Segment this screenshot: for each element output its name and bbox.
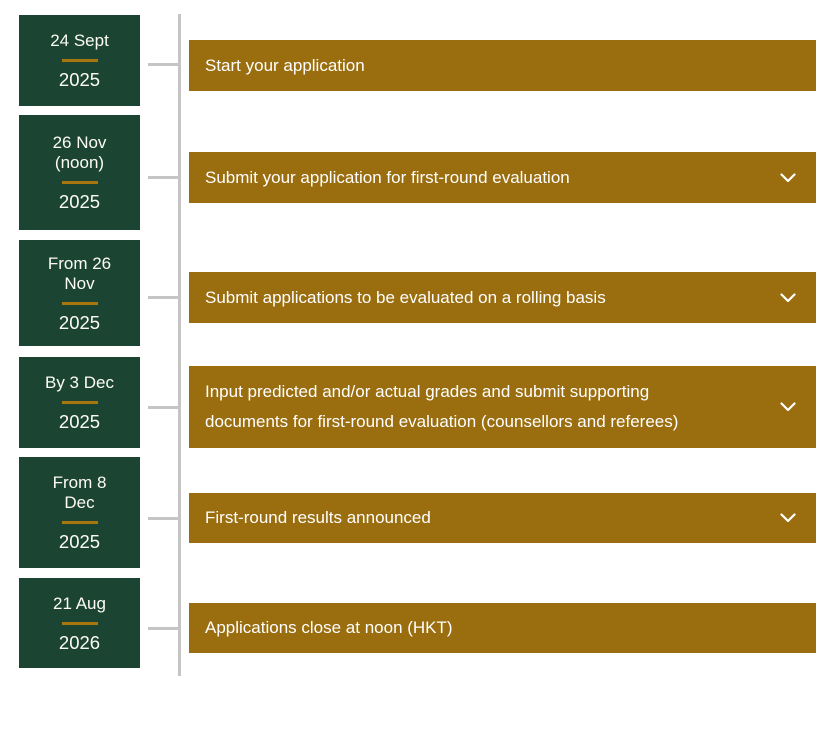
date-label: From 8 Dec: [52, 473, 107, 512]
date-divider: [61, 59, 98, 62]
year-label: 2025: [58, 191, 101, 212]
date-box-1: 24 Sept 2025: [19, 15, 140, 106]
date-divider: [61, 401, 98, 404]
chevron-down-icon[interactable]: [780, 292, 796, 303]
year-label: 2025: [58, 531, 101, 552]
date-label: By 3 Dec: [45, 373, 114, 392]
date-divider: [61, 181, 98, 184]
date-divider: [61, 301, 98, 305]
connector-line: [148, 63, 181, 66]
event-label: Applications close at noon (HKT): [205, 618, 453, 637]
event-bar-submit-first-round[interactable]: Submit your application for first-round …: [189, 152, 816, 203]
date-box-2: 26 Nov (noon) 2025: [19, 115, 140, 230]
date-label: 21 Aug: [53, 593, 106, 613]
event-bar-first-round-results[interactable]: First-round results announced: [189, 493, 816, 543]
chevron-down-icon[interactable]: [780, 172, 796, 183]
chevron-down-icon[interactable]: [780, 513, 796, 523]
event-bar-input-grades[interactable]: Input predicted and/or actual grades and…: [189, 366, 816, 448]
date-divider: [61, 621, 98, 625]
event-bar-rolling-basis[interactable]: Submit applications to be evaluated on a…: [189, 272, 816, 323]
date-box-4: By 3 Dec 2025: [19, 357, 140, 448]
event-bar-applications-close: Applications close at noon (HKT): [189, 603, 816, 653]
year-label: 2025: [58, 69, 101, 90]
date-box-6: 21 Aug 2026: [19, 578, 140, 668]
connector-line: [148, 176, 181, 179]
date-label: 24 Sept: [50, 31, 109, 50]
event-label: Input predicted and/or actual grades and…: [205, 382, 679, 431]
year-label: 2025: [58, 411, 101, 432]
date-label: From 26 Nov: [47, 253, 112, 293]
year-label: 2026: [58, 631, 101, 653]
chevron-down-icon[interactable]: [780, 402, 796, 412]
date-divider: [61, 521, 98, 524]
connector-line: [148, 296, 181, 299]
event-label: Start your application: [205, 55, 365, 75]
timeline-spine: [178, 14, 181, 676]
date-box-3: From 26 Nov 2025: [19, 240, 140, 346]
connector-line: [148, 406, 181, 409]
event-bar-start-application: Start your application: [189, 40, 816, 91]
year-label: 2025: [58, 311, 101, 333]
date-box-5: From 8 Dec 2025: [19, 457, 140, 568]
date-label: 26 Nov (noon): [52, 133, 107, 172]
event-label: Submit your application for first-round …: [205, 167, 570, 187]
connector-line: [148, 517, 181, 520]
connector-line: [148, 627, 181, 630]
event-label: First-round results announced: [205, 508, 431, 527]
event-label: Submit applications to be evaluated on a…: [205, 287, 606, 307]
